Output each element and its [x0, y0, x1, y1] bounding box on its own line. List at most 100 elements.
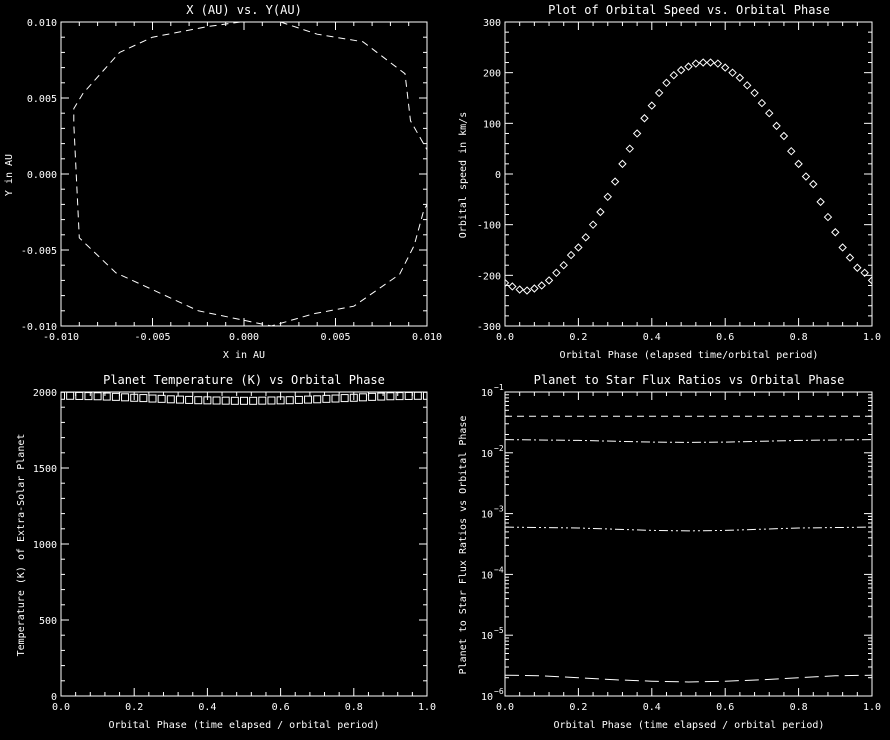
orbital-speed-point	[574, 243, 583, 252]
orbital-speed-ytick-label: 200	[483, 69, 501, 80]
temperature-point	[139, 394, 148, 403]
temperature-point	[111, 392, 120, 401]
orbital-speed-point	[505, 278, 510, 288]
orbital-speed-point	[794, 159, 803, 169]
flux-ratio-series-line	[505, 439, 872, 443]
orbital-speed-panel: Plot of Orbital Speed vs. Orbital Phase …	[458, 3, 881, 361]
orbital-speed-point	[618, 159, 627, 169]
temperature-point	[203, 396, 212, 405]
orbital-speed-point	[537, 281, 546, 290]
orbital-speed-point	[831, 228, 840, 237]
orbital-speed-point	[801, 172, 811, 181]
orbital-speed-xtick-label: 0.2	[569, 332, 587, 343]
temperature-point	[404, 392, 413, 400]
temperature-point	[148, 394, 157, 403]
orbital-speed-ytick-label: -200	[477, 271, 501, 282]
orbital-speed-title: Plot of Orbital Speed vs. Orbital Phase	[548, 3, 830, 17]
flux-ratio-plot-frame	[504, 391, 873, 697]
xy-orbit-series-line	[73, 22, 427, 326]
temperature-point	[258, 396, 267, 405]
temperature-point	[157, 394, 166, 403]
temperature-point	[194, 396, 203, 405]
flux-ratio-xlabel: Orbital Phase (time elapsed / orbital pe…	[554, 720, 825, 731]
xy-orbit-data-layer	[73, 22, 427, 326]
temperature-point	[121, 393, 130, 402]
xy-orbit-xtick-label: 0.005	[320, 332, 350, 343]
orbital-speed-point	[552, 268, 561, 278]
orbital-speed-point	[625, 144, 634, 153]
xy-orbit-ytick-label: -0.010	[21, 322, 57, 333]
flux-ratio-xtick-label: 0.0	[496, 702, 514, 713]
orbital-speed-point	[757, 98, 767, 108]
orbital-speed-point	[596, 207, 605, 217]
flux-ratio-xtick-label: 0.6	[716, 702, 734, 713]
flux-ratio-ytick-exponent: −4	[494, 565, 504, 574]
temperature-point	[175, 395, 184, 404]
temperature-xlabel: Orbital Phase (time elapsed / orbital pe…	[109, 720, 380, 731]
orbital-speed-xtick-label: 0.6	[716, 332, 734, 343]
xy-orbit-ylabel: Y in AU	[4, 154, 15, 196]
temperature-point	[75, 392, 84, 400]
temperature-point	[358, 393, 367, 402]
temperature-point	[294, 395, 303, 404]
temperature-point	[102, 392, 111, 401]
temperature-data-layer	[61, 392, 427, 405]
orbital-speed-xtick-label: 0.4	[643, 332, 661, 343]
xy-orbit-ytick-label: 0.005	[27, 94, 57, 105]
xy-orbit-series-line	[280, 22, 427, 150]
temperature-point	[166, 395, 175, 404]
orbital-speed-ylabel: Orbital speed in km/s	[458, 112, 469, 238]
orbital-speed-xtick-label: 0.8	[790, 332, 808, 343]
flux-ratio-ytick-label: 10	[481, 570, 493, 581]
orbital-speed-point	[662, 78, 671, 88]
orbital-speed-point	[838, 243, 847, 252]
temperature-xtick-label: 0.2	[125, 702, 143, 713]
flux-ratio-series-line	[505, 526, 872, 532]
temperature-point	[240, 396, 248, 405]
orbital-speed-point	[772, 121, 781, 131]
xy-orbit-ytick-label: -0.005	[21, 246, 57, 257]
temperature-point	[249, 396, 258, 405]
temperature-title: Planet Temperature (K) vs Orbital Phase	[103, 373, 385, 387]
orbital-speed-point	[669, 70, 679, 80]
orbital-speed-point	[515, 285, 524, 294]
xy-orbit-ytick-label: 0.010	[27, 18, 57, 29]
flux-ratio-ylabel: Planet to Star Flux Ratios vs Orbital Ph…	[458, 416, 469, 675]
flux-ratio-title: Planet to Star Flux Ratios vs Orbital Ph…	[534, 373, 845, 387]
temperature-panel: Planet Temperature (K) vs Orbital Phase …	[16, 373, 436, 731]
orbital-speed-point	[706, 58, 715, 67]
flux-ratio-ytick-label: 10	[481, 449, 493, 460]
temperature-point	[66, 392, 75, 400]
temperature-point	[313, 395, 322, 404]
flux-ratio-data-layer	[505, 415, 872, 683]
xy-orbit-title: X (AU) vs. Y(AU)	[186, 3, 302, 17]
flux-ratio-ytick-exponent: −1	[494, 383, 504, 392]
temperature-ytick-label: 500	[39, 616, 57, 627]
orbital-speed-point	[691, 59, 701, 68]
flux-ratio-ytick-label: 10	[481, 510, 493, 521]
orbital-speed-point	[632, 129, 642, 138]
orbital-speed-point	[610, 177, 620, 186]
orbital-speed-ytick-label: 300	[483, 18, 501, 29]
flux-ratio-ytick-exponent: −5	[494, 626, 504, 635]
temperature-point	[377, 392, 386, 401]
temperature-point	[276, 396, 285, 405]
temperature-xtick-label: 1.0	[418, 702, 436, 713]
xy-orbit-xtick-label: -0.005	[134, 332, 170, 343]
temperature-point	[221, 396, 230, 405]
flux-ratio-ytick-label: 10	[481, 388, 493, 399]
orbital-speed-point	[867, 276, 872, 285]
temperature-xtick-label: 0.8	[345, 702, 363, 713]
temperature-ytick-label: 1500	[33, 464, 57, 475]
orbital-speed-ytick-label: -100	[477, 221, 501, 232]
temperature-point	[395, 392, 404, 401]
xy-orbit-xtick-label: 0.010	[412, 332, 442, 343]
orbital-speed-point	[779, 131, 789, 141]
orbital-speed-point	[588, 220, 598, 229]
flux-ratio-ytick-exponent: −3	[494, 505, 504, 514]
temperature-xtick-label: 0.6	[272, 702, 290, 713]
orbital-speed-ytick-label: 100	[483, 119, 501, 130]
orbital-speed-point	[713, 59, 723, 68]
temperature-point	[84, 392, 93, 401]
orbital-speed-point	[823, 212, 833, 222]
